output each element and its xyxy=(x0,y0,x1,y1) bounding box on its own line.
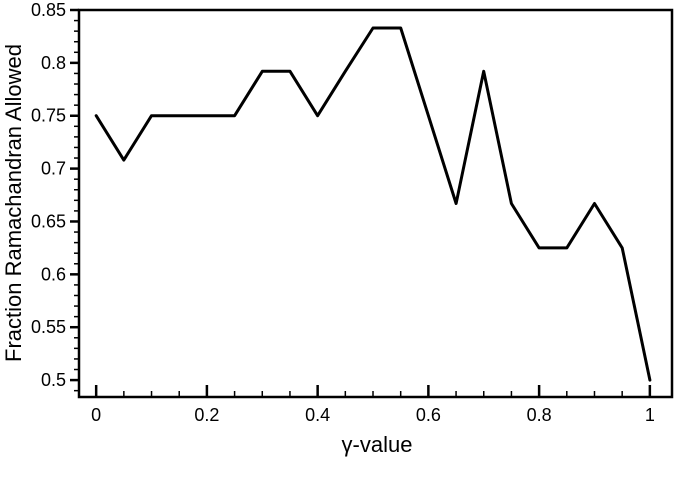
x-minor-ticks xyxy=(123,391,623,397)
x-tick-label: 1 xyxy=(645,405,655,425)
y-tick-labels: 0.5 0.55 0.6 0.65 0.7 0.75 0.8 0.85 xyxy=(31,0,66,390)
x-axis-label: γ-value xyxy=(342,432,413,457)
y-tick-label: 0.8 xyxy=(41,53,66,73)
y-minor-ticks xyxy=(74,19,79,392)
plot-frame xyxy=(77,8,674,399)
x-tick-label: 0.4 xyxy=(305,405,330,425)
x-tick-label: 0.6 xyxy=(416,405,441,425)
y-tick-label: 0.7 xyxy=(41,159,66,179)
y-tick-label: 0.65 xyxy=(31,211,66,231)
x-tick-labels: 0 0.2 0.4 0.6 0.8 1 xyxy=(91,405,655,425)
x-tick-label: 0 xyxy=(91,405,101,425)
y-major-ticks xyxy=(70,8,79,382)
x-tick-label: 0.8 xyxy=(527,405,552,425)
data-line xyxy=(94,26,652,382)
x-tick-label: 0.2 xyxy=(194,405,219,425)
y-tick-label: 0.5 xyxy=(41,370,66,390)
y-tick-label: 0.85 xyxy=(31,0,66,20)
y-tick-label: 0.75 xyxy=(31,106,66,126)
y-tick-label: 0.6 xyxy=(41,264,66,284)
y-tick-label: 0.55 xyxy=(31,317,66,337)
y-axis-label: Fraction Ramachandran Allowed xyxy=(1,44,26,362)
x-major-ticks xyxy=(94,385,652,397)
